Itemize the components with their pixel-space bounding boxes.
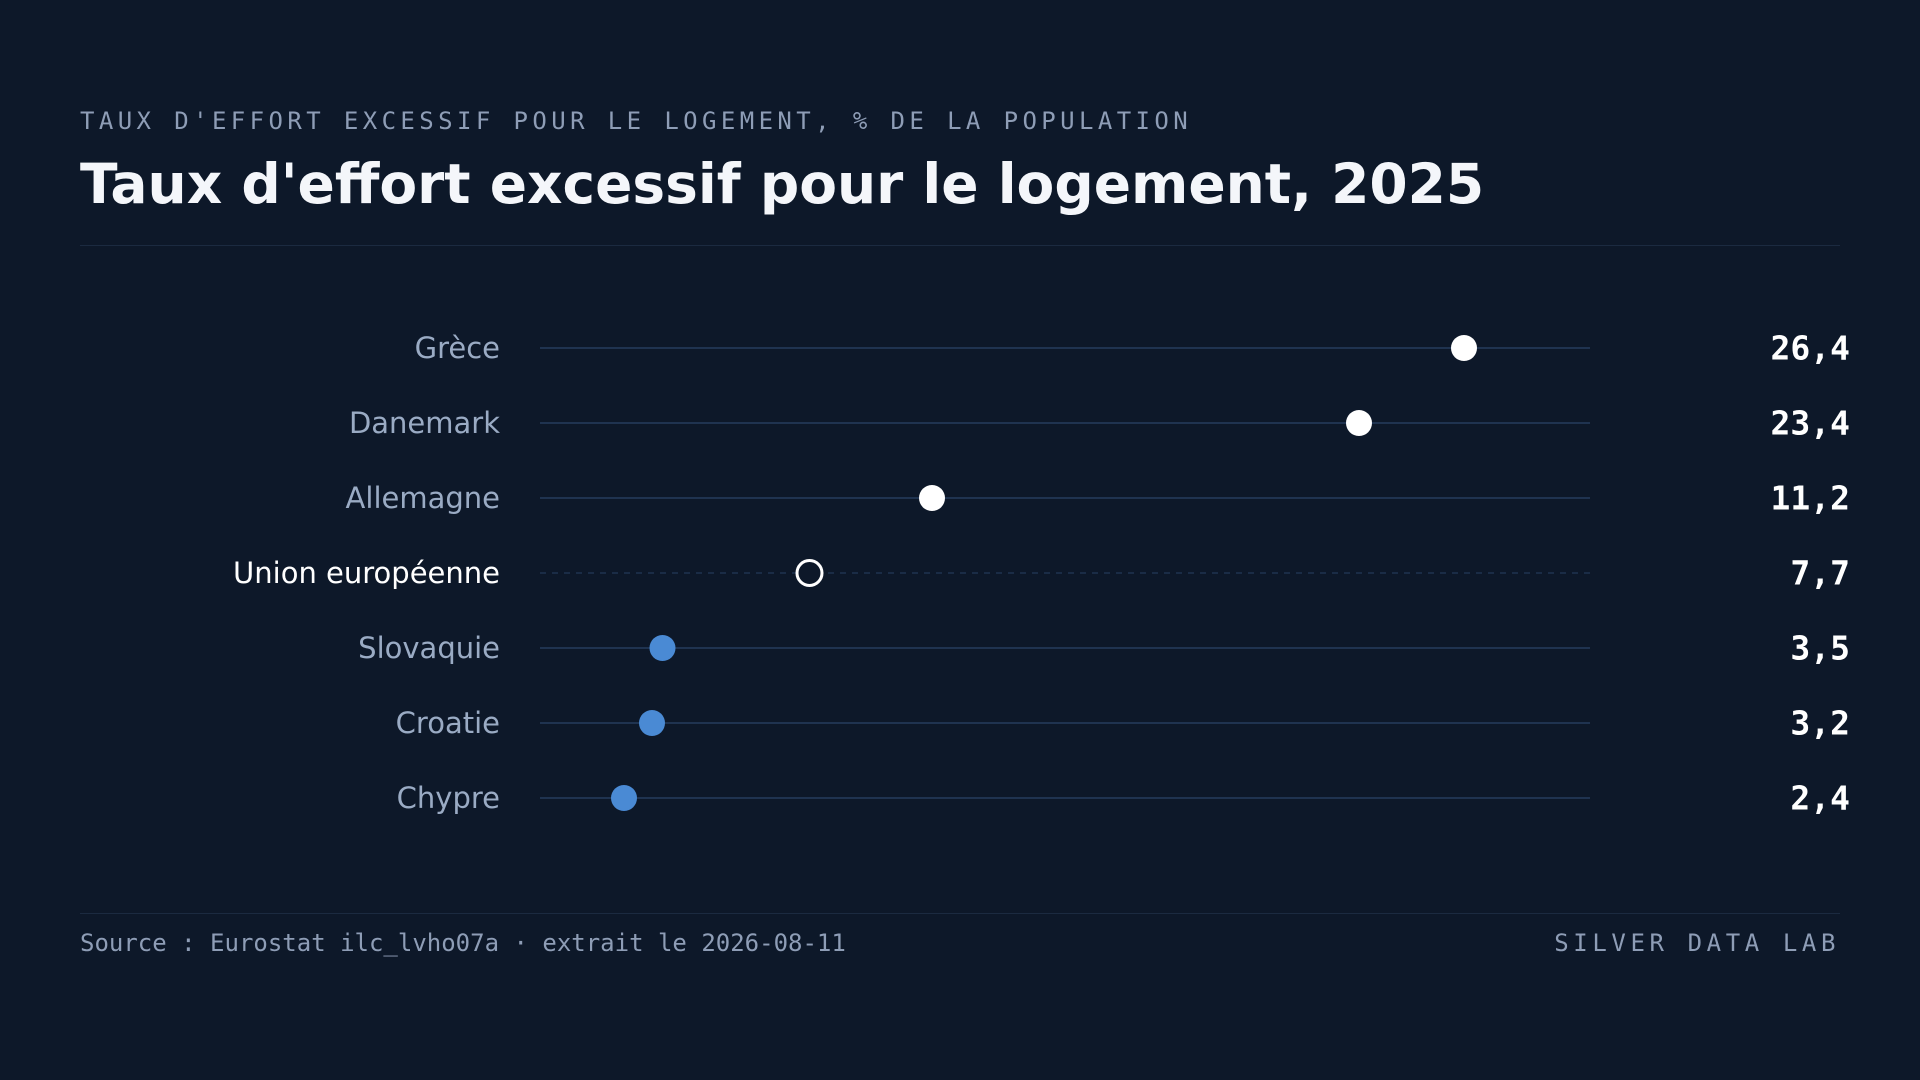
value-label: 7,7 — [1790, 554, 1850, 593]
category-label: Croatie — [396, 706, 500, 740]
value-label: 3,5 — [1790, 629, 1850, 668]
category-label: Slovaquie — [358, 631, 500, 665]
category-label: Union européenne — [233, 556, 500, 590]
data-dot — [1451, 335, 1477, 361]
brand-label: SILVER DATA LAB — [1554, 929, 1840, 957]
reference-dot — [795, 559, 824, 587]
value-label: 3,2 — [1790, 704, 1850, 743]
chart-title: Taux d'effort excessif pour le logement,… — [80, 152, 1485, 216]
footer-divider — [80, 913, 1840, 914]
data-dot — [611, 785, 637, 811]
value-label: 2,4 — [1790, 779, 1850, 818]
category-label: Chypre — [397, 781, 500, 815]
source-note: Source : Eurostat ilc_lvho07a · extrait … — [80, 929, 846, 957]
category-label: Allemagne — [346, 481, 500, 515]
category-label: Grèce — [415, 331, 500, 365]
data-dot — [639, 710, 665, 736]
value-label: 26,4 — [1771, 329, 1850, 368]
header-divider — [80, 245, 1840, 246]
category-label: Danemark — [349, 406, 500, 440]
data-dot — [919, 485, 945, 511]
data-dot — [649, 635, 676, 661]
chart-subtitle: TAUX D'EFFORT EXCESSIF POUR LE LOGEMENT,… — [80, 107, 1193, 135]
data-dot — [1346, 410, 1372, 436]
value-label: 23,4 — [1771, 404, 1850, 443]
value-label: 11,2 — [1771, 479, 1850, 518]
